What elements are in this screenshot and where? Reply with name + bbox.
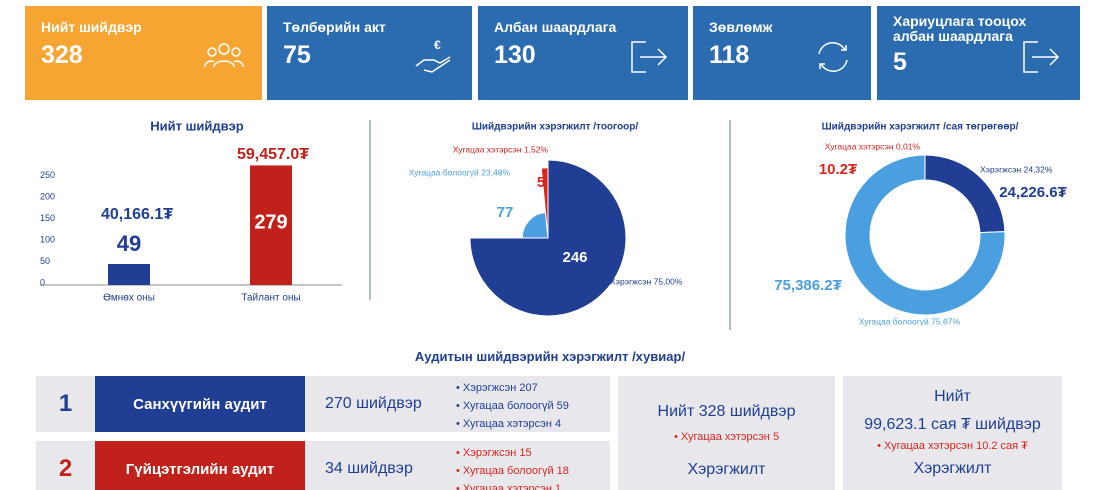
value-label: 10.2₮ [819,161,857,178]
slice-label: Хугацаа хэтэрсэн 1,52% [453,144,549,154]
card-title: Хариуцлага тооцох албан шаардлага [893,13,1027,44]
chart-title: Шийдвэрийн хэрэгжилт /сая төгрөгөөр/ [822,122,1019,133]
y-tick-label: 250 [40,170,55,180]
summary-panel: Нийт 328 шийдвэр Хугацаа хэтэрсэн 5 Хэрэ… [618,376,835,490]
slice-label: Хэрэгжсэн 24,32% [980,164,1053,174]
card-title: Албан шаардлага [494,19,617,35]
summary-footer: Хэрэгжилт [687,461,766,478]
item: Хугацаа хэтэрсэн 1 [456,480,569,490]
svg-text:€: € [434,40,441,52]
section-title: Аудитын шийдвэрийн хэрэгжилт /хувиар/ [414,349,686,364]
card-value: 130 [494,41,536,69]
summary-title: Нийт 328 шийдвэр [657,403,796,420]
items: Хэрэгжсэн 207 Хугацаа болоогүй 59 Хугаца… [456,379,569,433]
card-title: Зөвлөмж [709,19,773,35]
rank: 1 [58,390,73,417]
icon [1023,41,1060,73]
card-value: 75 [283,41,311,69]
chart-title: Шийдвэрийн хэрэгжилт /тоогоор/ [472,122,639,133]
decisions: 270 шийдвэр [325,395,422,412]
slice-label: Хэрэгжсэн 75,00% [610,276,683,286]
summary-note: Хугацаа хэтэрсэн 10.2 сая ₮ [843,440,1062,452]
summary-subtitle: 99,623.1 сая ₮ шийдвэр [864,416,1041,433]
audit-name: Гүйцэтгэлийн аудит [95,441,305,490]
value-label: 75,386.2₮ [774,277,842,294]
card-value: 5 [893,48,907,76]
item: Хугацаа хэтэрсэн 4 [456,415,569,433]
summary-footer: Хэрэгжилт [913,460,992,477]
amount-label: 59,457.0₮ [237,146,309,163]
card-title: Нийт шийдвэр [41,19,142,35]
slice-label: Хугацаа болоогүй 23,48% [409,167,511,177]
chart-title: Нийт шийдвэр [150,118,244,133]
bar [108,264,150,285]
audit-row: 2 Гүйцэтгэлийн аудит 34 шийдвэр Хэрэгжсэ… [36,441,610,490]
value-label: 24,226.6₮ [999,184,1067,201]
y-tick-label: 200 [40,192,55,202]
card: Нийт шийдвэр 328 [25,6,262,100]
y-tick-label: 100 [40,235,55,245]
amount-label: 40,166.1₮ [101,206,173,223]
pie-slice [521,211,549,239]
value-label: 77 [497,204,514,221]
items: Хэрэгжсэн 15 Хугацаа болоогүй 18 Хугацаа… [456,444,569,490]
decisions: 34 шийдвэр [325,460,413,477]
card-value: 118 [709,41,750,69]
summary-note: Хугацаа хэтэрсэн 5 [618,431,835,443]
item: Хугацаа болоогүй 59 [456,397,569,415]
icon [204,43,244,68]
card: Хариуцлага тооцох албан шаардлага 5 [877,6,1080,100]
audit-row: 1 Санхүүгийн аудит 270 шийдвэр Хэрэгжсэн… [36,376,610,432]
rank: 2 [58,455,73,482]
pie-slice [469,159,627,317]
slice-label: Хугацаа болоогүй 75,67% [859,316,961,326]
slice-label: Хугацаа хэтэрсэн 0,01% [825,141,921,151]
value-label: 5 [537,174,545,191]
summary-title: Нийт [934,388,971,405]
bar [250,165,292,285]
donut-segment [844,154,1006,316]
y-tick-label: 50 [40,256,50,266]
y-tick-label: 0 [40,277,45,287]
item: Хугацаа болоогүй 18 [456,462,569,480]
card: Албан шаардлага 130 [478,6,688,100]
icon [631,41,668,73]
x-tick-label: Өмнөх оны [103,293,155,304]
value-label: 49 [117,231,141,256]
value-label: 279 [254,211,287,233]
summary-panel: Нийт 99,623.1 сая ₮ шийдвэр Хугацаа хэтэ… [843,376,1062,490]
card: Зөвлөмж 118 [693,6,871,100]
card-value: 328 [41,41,83,69]
pie-slice [540,167,549,239]
item: Хэрэгжсэн 207 [456,379,569,397]
center-label: Сая төгрөгөөр [889,229,962,241]
card: Төлбөрийн акт 75 € [267,6,472,100]
y-tick-label: 150 [40,213,55,223]
value-label: 246 [562,249,587,266]
icon [818,42,848,72]
item: Хэрэгжсэн 15 [456,444,569,462]
card-title: Төлбөрийн акт [283,19,386,35]
icon: € [415,40,451,73]
audit-name: Санхүүгийн аудит [95,376,305,432]
x-tick-label: Тайлант оны [241,293,300,304]
